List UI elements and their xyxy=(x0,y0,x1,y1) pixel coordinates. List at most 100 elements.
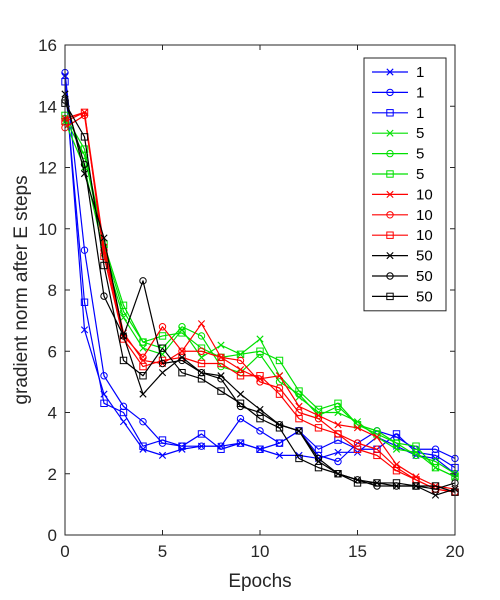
x-tick-label: 5 xyxy=(158,542,167,561)
data-point xyxy=(334,448,342,456)
legend-marker xyxy=(386,170,394,178)
data-point xyxy=(139,338,147,346)
data-point xyxy=(119,418,128,426)
data-point xyxy=(139,344,147,352)
data-point xyxy=(158,451,167,459)
data-point xyxy=(236,390,245,398)
data-point xyxy=(158,369,167,377)
legend-label: 5 xyxy=(416,166,424,183)
y-tick-label: 0 xyxy=(48,526,57,545)
data-point xyxy=(139,372,147,380)
y-axis-title: gradient norm after E steps xyxy=(11,175,32,404)
data-point xyxy=(353,424,362,432)
data-point xyxy=(275,390,284,398)
data-point xyxy=(197,430,206,438)
legend-marker xyxy=(386,211,394,219)
data-point xyxy=(178,442,186,450)
data-point xyxy=(217,359,225,368)
legend-entry: 5 xyxy=(372,166,424,183)
legend-marker xyxy=(386,272,394,280)
legend-marker xyxy=(386,109,394,117)
data-point xyxy=(295,454,303,463)
data-point xyxy=(217,387,225,395)
legend-marker xyxy=(386,292,394,301)
data-point xyxy=(178,356,186,365)
data-point xyxy=(197,359,206,368)
data-point xyxy=(392,445,401,453)
data-point xyxy=(256,335,264,343)
data-point xyxy=(236,356,245,365)
data-point xyxy=(314,445,323,453)
data-point xyxy=(139,442,147,450)
legend-label: 1 xyxy=(416,64,424,81)
data-point xyxy=(100,372,108,380)
legend-label: 50 xyxy=(416,268,433,285)
series-line xyxy=(64,111,456,493)
data-point xyxy=(100,234,108,242)
data-point xyxy=(353,479,362,487)
y-tick-label: 8 xyxy=(48,281,57,300)
data-point xyxy=(412,442,420,450)
data-point xyxy=(236,366,245,374)
legend-label: 1 xyxy=(416,84,424,101)
data-point xyxy=(373,433,381,441)
series-50-square xyxy=(61,99,459,496)
data-point xyxy=(139,417,147,426)
data-point xyxy=(197,347,206,355)
data-point xyxy=(80,246,89,254)
data-point xyxy=(197,332,206,340)
data-point xyxy=(80,326,89,334)
legend-box xyxy=(363,57,447,312)
data-point xyxy=(236,372,245,380)
data-point xyxy=(158,332,167,340)
y-tick-label: 4 xyxy=(48,404,57,423)
data-point xyxy=(236,399,245,408)
data-point xyxy=(412,451,420,460)
data-point xyxy=(100,261,108,270)
data-point xyxy=(236,414,245,423)
data-point xyxy=(412,482,420,490)
legend-marker xyxy=(386,129,394,137)
data-point xyxy=(197,320,206,328)
data-point xyxy=(275,451,284,459)
data-point xyxy=(431,491,440,499)
x-tick-label: 15 xyxy=(348,542,367,561)
data-point xyxy=(334,430,342,438)
data-point xyxy=(100,292,108,300)
data-point xyxy=(158,436,167,444)
data-point xyxy=(431,482,440,490)
data-point xyxy=(197,442,206,450)
data-point xyxy=(256,347,264,355)
data-point xyxy=(80,108,89,117)
data-point xyxy=(80,133,89,141)
data-point xyxy=(197,375,206,383)
legend-label: 50 xyxy=(416,288,433,305)
data-point xyxy=(314,414,323,423)
data-point xyxy=(119,332,128,340)
data-point xyxy=(295,387,303,395)
data-point xyxy=(295,414,303,423)
data-point xyxy=(217,341,225,349)
legend-entry: 10 xyxy=(372,227,433,244)
legend-entry: 50 xyxy=(372,248,433,265)
legend: 1 1 1 5 5 5 10 10 10 50 50 50 xyxy=(363,57,447,312)
x-tick-label: 0 xyxy=(60,542,69,561)
data-point xyxy=(80,160,89,169)
data-point xyxy=(197,353,206,361)
legend-marker xyxy=(386,68,394,76)
legend-label: 5 xyxy=(416,125,424,142)
data-point xyxy=(256,427,264,435)
data-point xyxy=(275,356,284,365)
legend-entry: 1 xyxy=(372,64,424,81)
data-point xyxy=(334,470,342,478)
legend-label: 50 xyxy=(416,248,433,265)
legend-marker xyxy=(386,88,394,97)
data-point xyxy=(314,424,323,432)
y-tick-label: 6 xyxy=(48,342,57,361)
series-line xyxy=(64,114,456,493)
y-tick-label: 12 xyxy=(38,159,57,178)
y-tick-label: 2 xyxy=(48,465,57,484)
legend-entry: 10 xyxy=(372,186,433,203)
